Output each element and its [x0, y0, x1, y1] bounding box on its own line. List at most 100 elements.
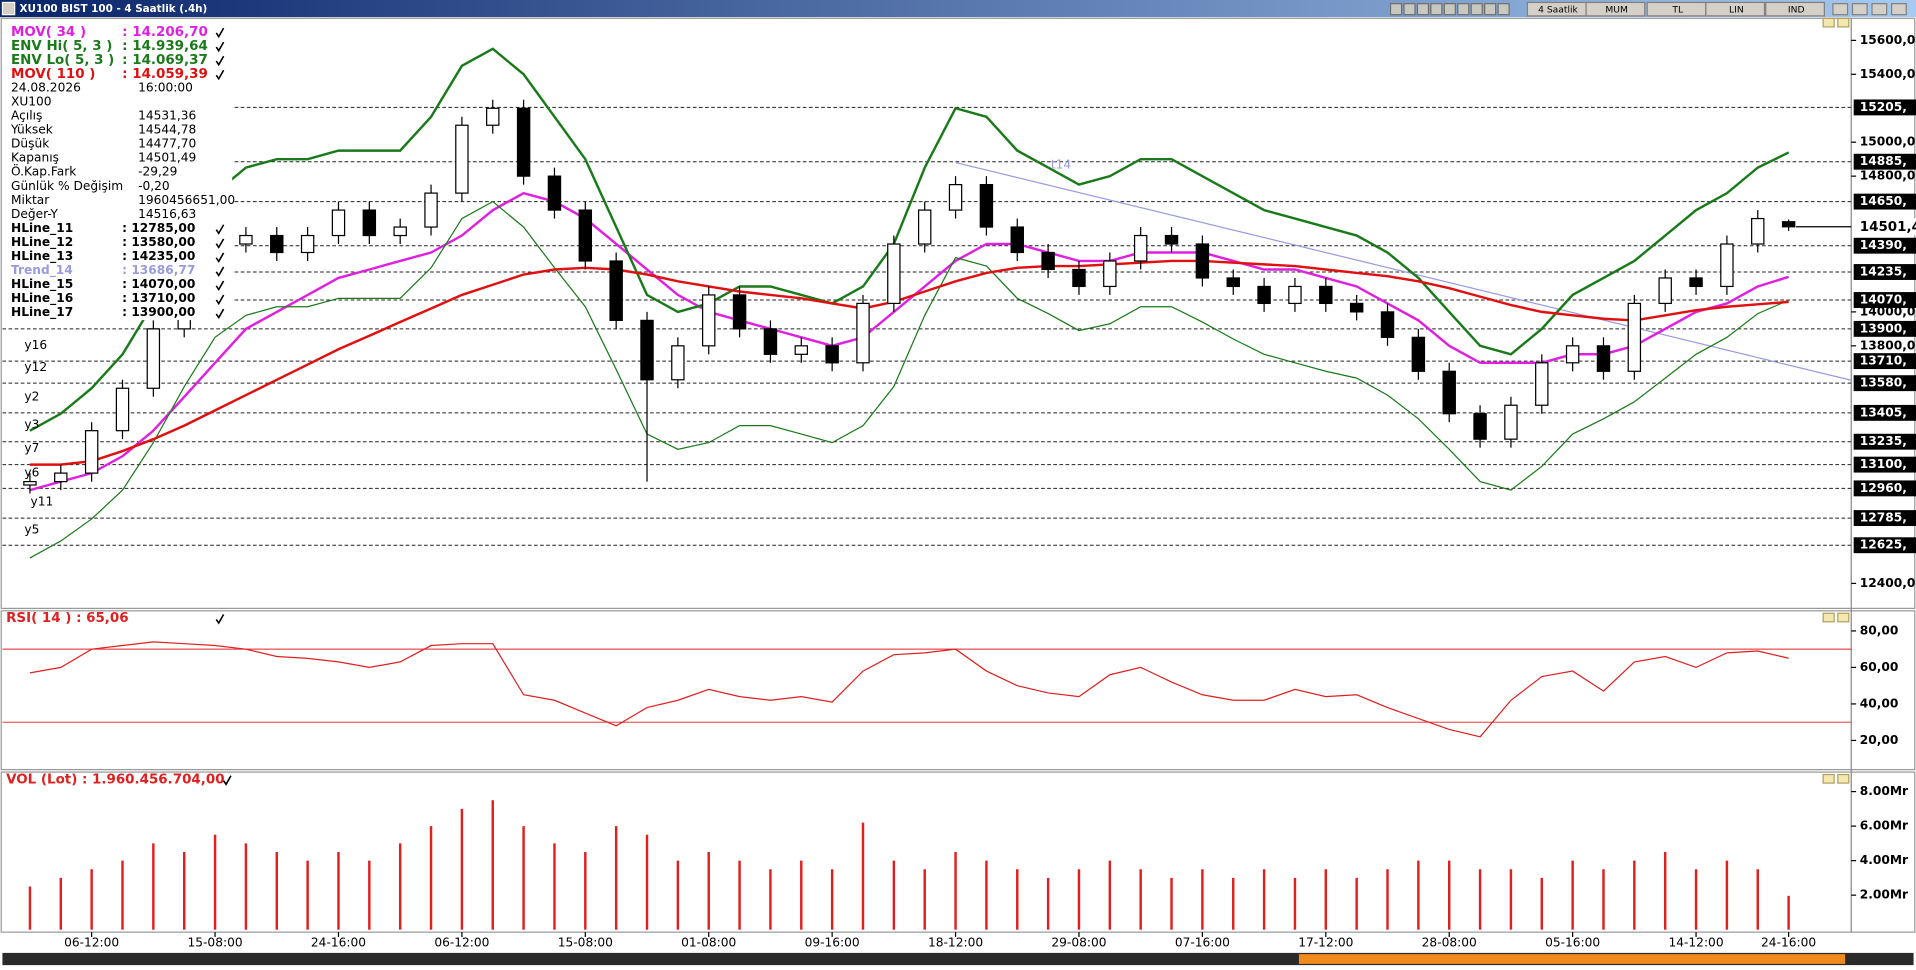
info-label: Düşük — [11, 137, 50, 151]
volume-bar — [1262, 869, 1266, 930]
volume-bar — [614, 826, 618, 930]
indicator-line — [29, 191, 1790, 492]
check-icon[interactable] — [215, 266, 225, 277]
pane-button[interactable] — [1822, 17, 1835, 28]
pane-button[interactable] — [1837, 17, 1850, 28]
toolbar-button[interactable] — [1705, 1, 1766, 17]
hline-label-box — [1853, 510, 1916, 527]
info-value: 14544,78 — [138, 123, 196, 137]
check-icon[interactable] — [215, 27, 225, 39]
last-price-label: 14501,4 — [1860, 220, 1916, 235]
legend-value: : 14.206,70 — [122, 25, 208, 40]
volume-bar — [28, 886, 32, 930]
window-button[interactable] — [1890, 3, 1907, 16]
toolbar-label[interactable]: IND — [1788, 4, 1805, 15]
check-icon[interactable] — [215, 55, 225, 67]
pane-button[interactable] — [1837, 773, 1850, 784]
hline-value: : 14235,00 — [122, 249, 195, 263]
volume-bar — [1602, 869, 1605, 930]
hline-value: : 14070,00 — [122, 277, 195, 291]
candle-body — [1751, 217, 1765, 245]
window-button[interactable] — [1832, 3, 1849, 16]
toolbar-label[interactable]: MUM — [1605, 4, 1628, 15]
hline-label-box — [1853, 264, 1916, 280]
hline-name: HLine_17 — [11, 305, 73, 320]
check-icon[interactable] — [215, 294, 225, 306]
x-tick-label: 01-08:00 — [681, 936, 736, 950]
volume-bar — [923, 869, 926, 930]
candle-body — [424, 192, 438, 228]
y-tick-label: 14000,00 — [1860, 304, 1916, 318]
y-tick-label: 15000,00 — [1860, 135, 1916, 149]
check-icon[interactable] — [215, 252, 225, 263]
hline-label: 13405, — [1860, 405, 1907, 419]
x-tick-label: 24-16:00 — [1761, 936, 1816, 950]
volume-bar — [522, 826, 525, 930]
candle-body — [671, 345, 685, 381]
y-tick-label: 4.00Mr — [1860, 853, 1908, 867]
check-icon[interactable] — [215, 69, 225, 81]
toolbar-icon[interactable] — [1443, 3, 1456, 16]
hline-value: : 13710,00 — [122, 291, 195, 305]
check-icon[interactable] — [215, 41, 225, 53]
toolbar-icon[interactable] — [1497, 3, 1510, 16]
hline-name: HLine_11 — [11, 221, 73, 236]
pane-button[interactable] — [1822, 773, 1835, 784]
trend-label: t14 — [1051, 158, 1072, 172]
hline-label: 14235, — [1860, 265, 1907, 279]
window-button[interactable] — [1871, 3, 1888, 16]
indicator-line — [29, 200, 1789, 559]
volume-bar — [59, 877, 63, 930]
hline-label: 14650, — [1860, 194, 1907, 208]
check-icon[interactable] — [215, 614, 225, 625]
window-button[interactable] — [1851, 3, 1868, 16]
candle-body — [1720, 243, 1734, 288]
y-tick-label: 8.00Mr — [1860, 784, 1908, 798]
pane-button[interactable] — [1822, 612, 1835, 623]
toolbar-icon[interactable] — [1430, 3, 1443, 16]
hline-value: : 13686,77 — [122, 263, 195, 277]
check-icon[interactable] — [222, 775, 232, 786]
toolbar-button[interactable] — [1585, 1, 1646, 17]
toolbar-icon[interactable] — [1484, 3, 1497, 16]
line-tag: y7 — [24, 441, 39, 455]
hline-name: HLine_15 — [11, 277, 73, 292]
volume-bar — [553, 843, 556, 930]
hline-value: : 12785,00 — [122, 221, 195, 235]
hline-label-box — [1853, 193, 1916, 210]
toolbar-button[interactable] — [1765, 1, 1825, 17]
toolbar-icon[interactable] — [1457, 3, 1470, 16]
volume-plot — [28, 800, 1790, 930]
candle-body — [1072, 268, 1086, 288]
check-icon[interactable] — [215, 238, 225, 249]
x-tick-label: 05-16:00 — [1545, 936, 1600, 950]
hline-value: : 13900,00 — [122, 305, 195, 319]
hline-label-box — [1853, 99, 1916, 116]
close-icon[interactable] — [1, 1, 16, 16]
y-tick-label: 13800,00 — [1860, 338, 1916, 352]
toolbar-label[interactable]: 4 Saatlik — [1538, 4, 1578, 15]
hline-label-box — [1853, 292, 1916, 308]
volume-bar — [1725, 860, 1729, 930]
toolbar-icon[interactable] — [1389, 3, 1403, 16]
line-tag: y3 — [24, 418, 39, 432]
candle-body — [146, 328, 161, 389]
toolbar-label[interactable]: TL — [1671, 4, 1684, 15]
pane-button[interactable] — [1837, 612, 1850, 623]
scrollbar-thumb[interactable] — [1298, 954, 1846, 964]
check-icon[interactable] — [215, 280, 225, 292]
last-price-box — [1853, 218, 1916, 236]
volume-bar — [182, 852, 186, 930]
volume-bar — [1540, 877, 1544, 930]
check-icon[interactable] — [215, 308, 225, 320]
x-tick-label: 28-08:00 — [1422, 936, 1477, 950]
toolbar-icon[interactable] — [1470, 3, 1483, 16]
volume-bar — [1355, 877, 1358, 930]
toolbar-icon[interactable] — [1403, 3, 1416, 16]
check-icon[interactable] — [215, 224, 225, 235]
x-tick-label: 24-16:00 — [311, 936, 366, 950]
symbol: XU100 — [11, 95, 52, 109]
candle-body — [362, 209, 377, 237]
toolbar-label[interactable]: LIN — [1729, 4, 1744, 15]
toolbar-icon[interactable] — [1416, 3, 1430, 16]
